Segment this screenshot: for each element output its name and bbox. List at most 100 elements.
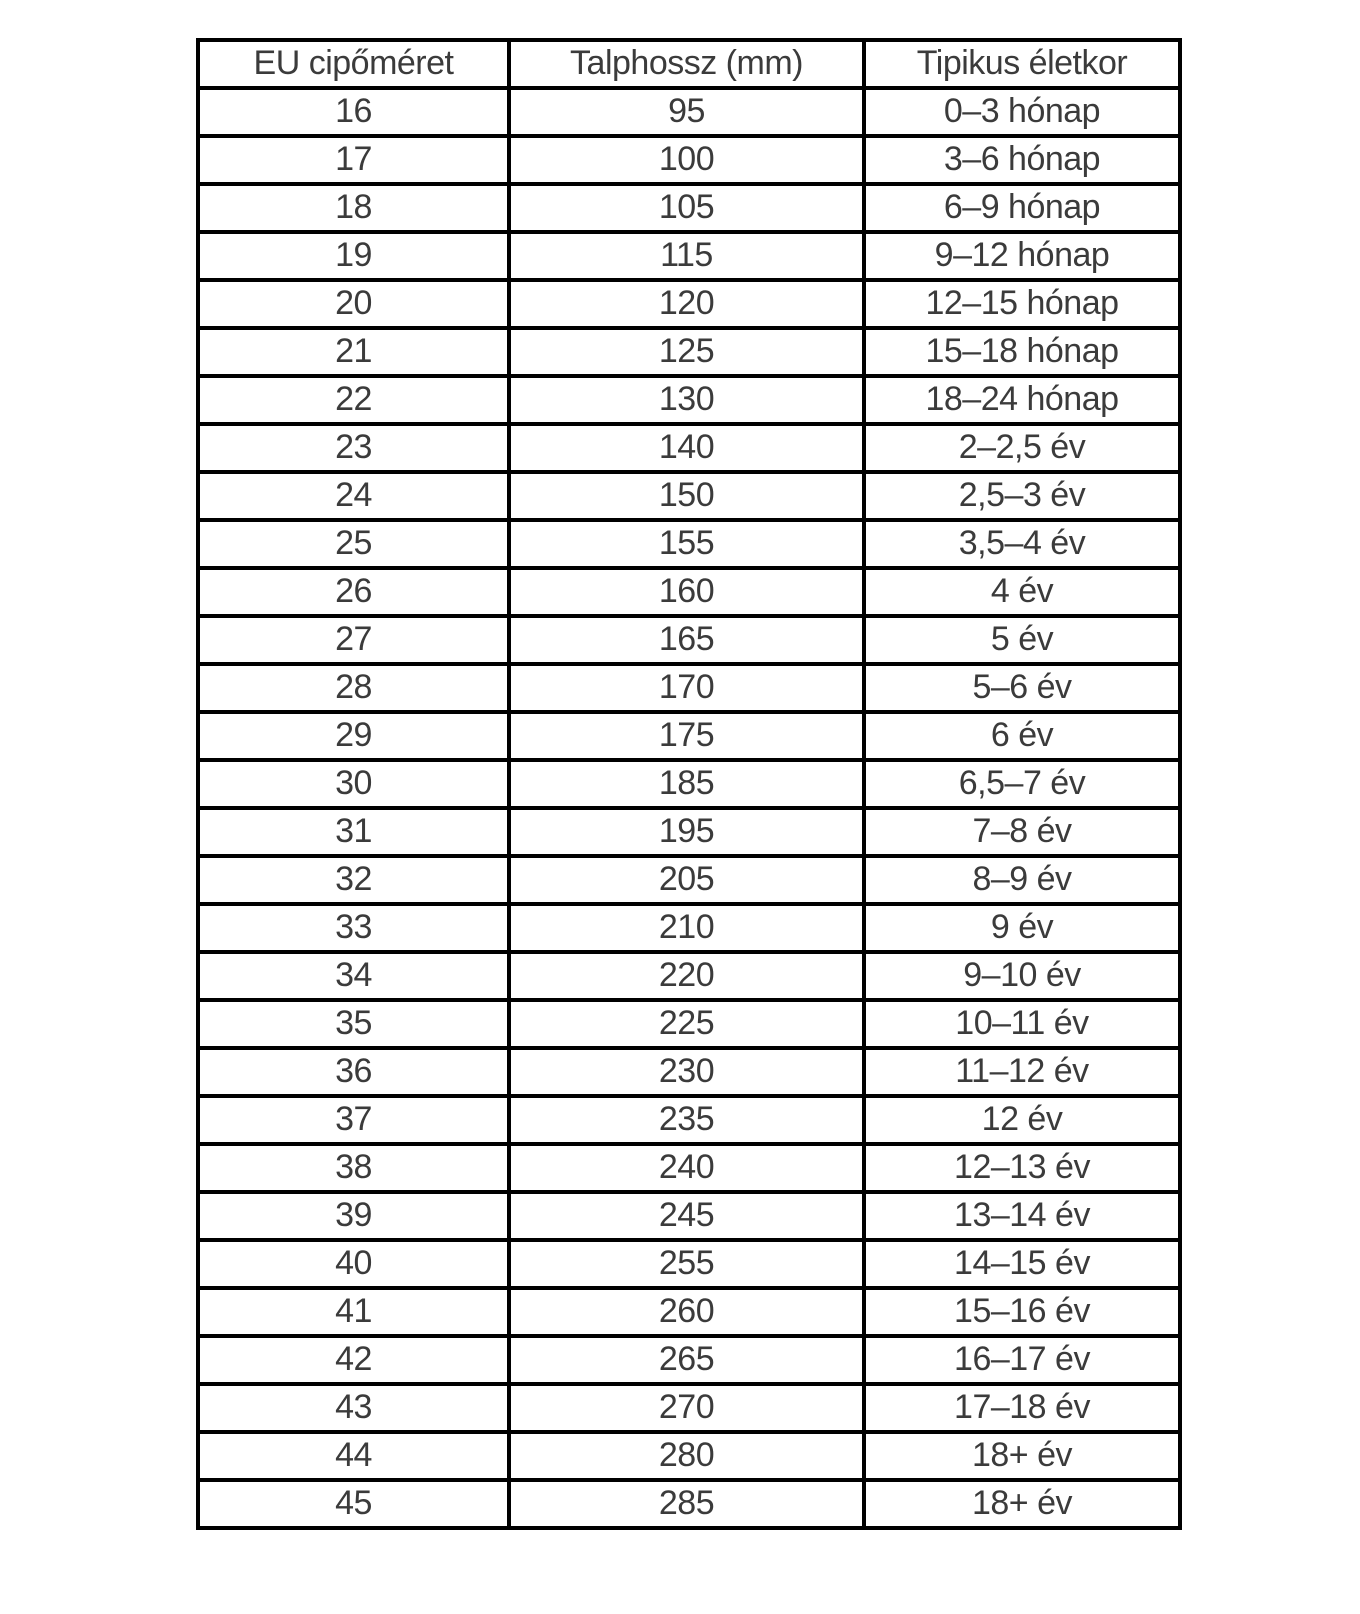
cell-sole-length: 170 [507, 662, 866, 714]
cell-eu-size: 35 [196, 998, 511, 1050]
cell-typical-age: 6,5–7 év [862, 758, 1182, 810]
cell-sole-length: 210 [507, 902, 866, 954]
cell-eu-size: 41 [196, 1286, 511, 1338]
table-row: 22 130 18–24 hónap [196, 374, 1182, 426]
cell-sole-length: 140 [507, 422, 866, 474]
cell-eu-size: 32 [196, 854, 511, 906]
cell-typical-age: 10–11 év [862, 998, 1182, 1050]
cell-sole-length: 280 [507, 1430, 866, 1482]
cell-typical-age: 9–12 hónap [862, 230, 1182, 282]
cell-eu-size: 45 [196, 1478, 511, 1530]
cell-sole-length: 220 [507, 950, 866, 1002]
cell-eu-size: 43 [196, 1382, 511, 1434]
cell-sole-length: 130 [507, 374, 866, 426]
cell-eu-size: 18 [196, 182, 511, 234]
col-header-typical-age: Tipikus életkor [862, 38, 1182, 90]
cell-eu-size: 17 [196, 134, 511, 186]
table-row: 39 245 13–14 év [196, 1190, 1182, 1242]
cell-typical-age: 18+ év [862, 1478, 1182, 1530]
cell-sole-length: 195 [507, 806, 866, 858]
cell-eu-size: 42 [196, 1334, 511, 1386]
table-row: 18 105 6–9 hónap [196, 182, 1182, 234]
cell-eu-size: 19 [196, 230, 511, 282]
cell-sole-length: 120 [507, 278, 866, 330]
cell-sole-length: 150 [507, 470, 866, 522]
cell-typical-age: 17–18 év [862, 1382, 1182, 1434]
cell-sole-length: 175 [507, 710, 866, 762]
cell-typical-age: 2–2,5 év [862, 422, 1182, 474]
cell-eu-size: 39 [196, 1190, 511, 1242]
cell-sole-length: 255 [507, 1238, 866, 1290]
table-row: 19 115 9–12 hónap [196, 230, 1182, 282]
cell-sole-length: 105 [507, 182, 866, 234]
cell-typical-age: 15–18 hónap [862, 326, 1182, 378]
cell-sole-length: 100 [507, 134, 866, 186]
cell-eu-size: 25 [196, 518, 511, 570]
table-row: 37 235 12 év [196, 1094, 1182, 1146]
table-row: 21 125 15–18 hónap [196, 326, 1182, 378]
table-row: 34 220 9–10 év [196, 950, 1182, 1002]
cell-typical-age: 3,5–4 év [862, 518, 1182, 570]
table-row: 29 175 6 év [196, 710, 1182, 762]
cell-typical-age: 7–8 év [862, 806, 1182, 858]
cell-eu-size: 26 [196, 566, 511, 618]
cell-typical-age: 13–14 év [862, 1190, 1182, 1242]
cell-sole-length: 165 [507, 614, 866, 666]
cell-eu-size: 27 [196, 614, 511, 666]
table-row: 42 265 16–17 év [196, 1334, 1182, 1386]
cell-typical-age: 5–6 év [862, 662, 1182, 714]
cell-typical-age: 5 év [862, 614, 1182, 666]
cell-eu-size: 37 [196, 1094, 511, 1146]
cell-eu-size: 38 [196, 1142, 511, 1194]
cell-sole-length: 245 [507, 1190, 866, 1242]
cell-typical-age: 2,5–3 év [862, 470, 1182, 522]
cell-sole-length: 115 [507, 230, 866, 282]
cell-typical-age: 12 év [862, 1094, 1182, 1146]
cell-eu-size: 36 [196, 1046, 511, 1098]
cell-eu-size: 31 [196, 806, 511, 858]
table-row: 27 165 5 év [196, 614, 1182, 666]
cell-sole-length: 240 [507, 1142, 866, 1194]
col-header-eu-size: EU cipőméret [196, 38, 511, 90]
cell-typical-age: 4 év [862, 566, 1182, 618]
table-row: 36 230 11–12 év [196, 1046, 1182, 1098]
cell-eu-size: 21 [196, 326, 511, 378]
cell-sole-length: 270 [507, 1382, 866, 1434]
cell-typical-age: 11–12 év [862, 1046, 1182, 1098]
cell-sole-length: 265 [507, 1334, 866, 1386]
cell-typical-age: 9 év [862, 902, 1182, 954]
table-row: 25 155 3,5–4 év [196, 518, 1182, 570]
cell-typical-age: 12–13 év [862, 1142, 1182, 1194]
cell-typical-age: 12–15 hónap [862, 278, 1182, 330]
cell-typical-age: 15–16 év [862, 1286, 1182, 1338]
cell-sole-length: 225 [507, 998, 866, 1050]
cell-eu-size: 30 [196, 758, 511, 810]
cell-sole-length: 155 [507, 518, 866, 570]
table-row: 26 160 4 év [196, 566, 1182, 618]
cell-typical-age: 6–9 hónap [862, 182, 1182, 234]
table-row: 31 195 7–8 év [196, 806, 1182, 858]
col-header-sole-length: Talphossz (mm) [507, 38, 866, 90]
cell-sole-length: 205 [507, 854, 866, 906]
table-row: 16 95 0–3 hónap [196, 86, 1182, 138]
cell-eu-size: 29 [196, 710, 511, 762]
cell-sole-length: 185 [507, 758, 866, 810]
cell-eu-size: 24 [196, 470, 511, 522]
table-row: 32 205 8–9 év [196, 854, 1182, 906]
cell-typical-age: 16–17 év [862, 1334, 1182, 1386]
table-row: 23 140 2–2,5 év [196, 422, 1182, 474]
table-row: 30 185 6,5–7 év [196, 758, 1182, 810]
table-row: 35 225 10–11 év [196, 998, 1182, 1050]
cell-eu-size: 16 [196, 86, 511, 138]
cell-sole-length: 230 [507, 1046, 866, 1098]
table-row: 41 260 15–16 év [196, 1286, 1182, 1338]
table-row: 44 280 18+ év [196, 1430, 1182, 1482]
table-row: 38 240 12–13 év [196, 1142, 1182, 1194]
table-row: 28 170 5–6 év [196, 662, 1182, 714]
table-row: 33 210 9 év [196, 902, 1182, 954]
cell-eu-size: 23 [196, 422, 511, 474]
shoe-size-table: EU cipőméret Talphossz (mm) Tipikus élet… [196, 38, 1182, 1530]
cell-sole-length: 285 [507, 1478, 866, 1530]
table-row: 20 120 12–15 hónap [196, 278, 1182, 330]
cell-sole-length: 125 [507, 326, 866, 378]
